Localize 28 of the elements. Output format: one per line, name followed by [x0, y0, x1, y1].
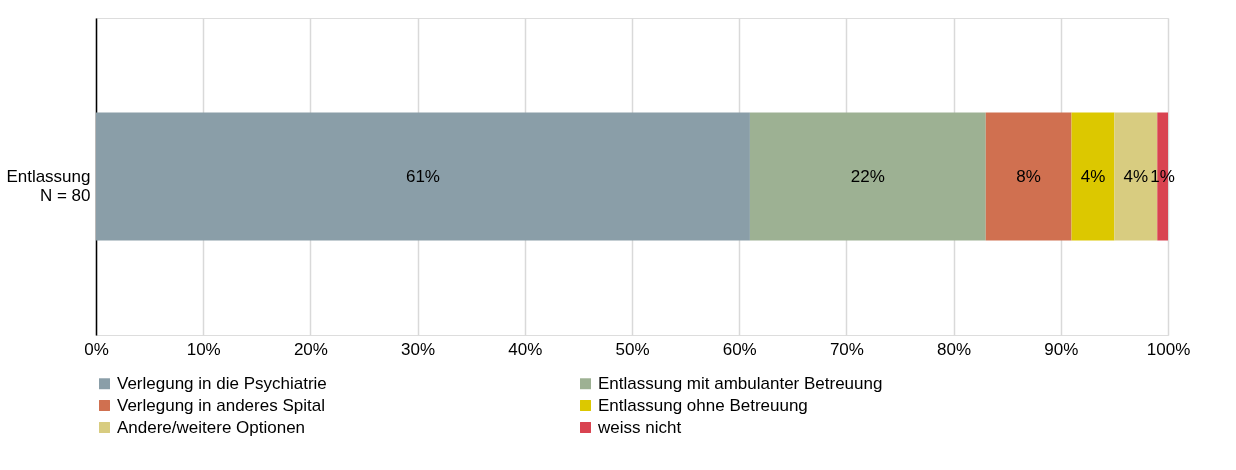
legend-label: Entlassung mit ambulanter Betreuung [598, 373, 883, 393]
bar [96, 112, 750, 241]
x-tick-label: 100% [1146, 339, 1191, 359]
data-label: 1% [1150, 166, 1175, 186]
x-tick-label: 60% [722, 339, 757, 359]
x-tick-label: 40% [508, 339, 543, 359]
x-tick-label: 50% [615, 339, 650, 359]
x-tick-label: 70% [829, 339, 864, 359]
data-label: 4% [1080, 166, 1106, 186]
data-label: 22% [850, 166, 885, 186]
legend-label: weiss nicht [597, 417, 682, 437]
legend-label: Entlassung ohne Betreuung [598, 395, 808, 415]
legend-label: Verlegung in die Psychiatrie [117, 373, 327, 393]
bar [985, 112, 1072, 241]
legend-label: Andere/weitere Optionen [117, 417, 306, 437]
bar [749, 112, 986, 241]
data-label: 4% [1123, 166, 1149, 186]
data-label: 8% [1016, 166, 1041, 186]
x-tick-label: 0% [84, 339, 109, 359]
x-tick-label: 80% [937, 339, 972, 359]
x-tick-label: 30% [401, 339, 436, 359]
legend-label: Verlegung in anderes Spital [117, 395, 325, 415]
y-tick-label: Entlassung N = 80 [6, 166, 91, 205]
x-tick-label: 20% [293, 339, 328, 359]
data-label: 61% [405, 166, 440, 186]
bar [1071, 112, 1115, 241]
x-tick-label: 90% [1044, 339, 1079, 359]
x-tick-label: 10% [186, 339, 221, 359]
